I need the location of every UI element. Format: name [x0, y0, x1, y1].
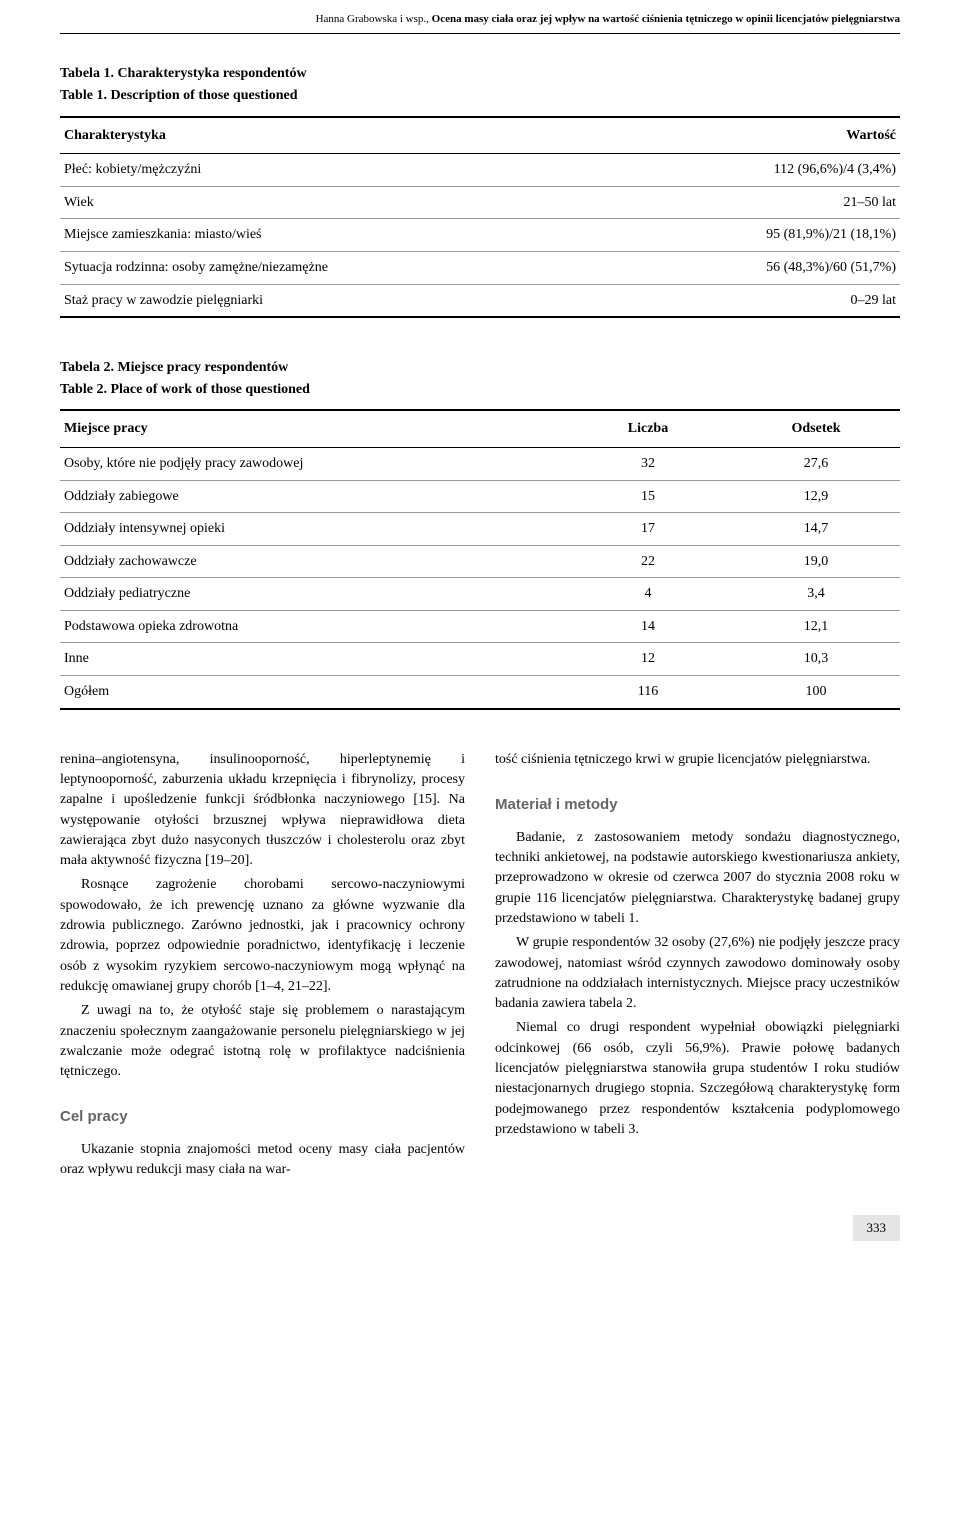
paragraph: renina–angiotensyna, insulinooporność, h…	[60, 750, 465, 872]
cell-pct: 3,4	[732, 578, 900, 611]
cell-n: 15	[564, 480, 732, 513]
cell-pct: 19,0	[732, 545, 900, 578]
table-1-col1: Charakterystyka	[60, 117, 617, 154]
running-header: Hanna Grabowska i wsp., Ocena masy ciała…	[60, 0, 900, 34]
paragraph: Ukazanie stopnia znajomości metod oceny …	[60, 1140, 465, 1181]
cell-label: Oddziały pediatryczne	[60, 578, 564, 611]
cell-label: Miejsce zamieszkania: miasto/wieś	[60, 219, 617, 252]
cell-label: Ogółem	[60, 676, 564, 709]
cell-n: 17	[564, 513, 732, 546]
table-1-caption-en: Table 1. Description of those questioned	[60, 86, 900, 106]
cell-n: 12	[564, 643, 732, 676]
table-1-caption-pl: Tabela 1. Charakterystyka respondentów	[60, 64, 900, 84]
table-2-block: Tabela 2. Miejsce pracy respondentów Tab…	[60, 358, 900, 710]
cell-value: 56 (48,3%)/60 (51,7%)	[617, 251, 900, 284]
table-row: Oddziały zabiegowe 15 12,9	[60, 480, 900, 513]
cell-label: Oddziały intensywnej opieki	[60, 513, 564, 546]
cell-label: Staż pracy w zawodzie pielęgniarki	[60, 284, 617, 317]
cell-n: 14	[564, 610, 732, 643]
cell-value: 0–29 lat	[617, 284, 900, 317]
cell-pct: 12,9	[732, 480, 900, 513]
paragraph: Badanie, z zastosowaniem metody sondażu …	[495, 828, 900, 929]
table-2-caption-en: Table 2. Place of work of those question…	[60, 380, 900, 400]
table-1: Charakterystyka Wartość Płeć: kobiety/mę…	[60, 116, 900, 319]
right-column: tość ciśnienia tętniczego krwi w grupie …	[495, 750, 900, 1185]
section-heading-material: Materiał i metody	[495, 794, 900, 816]
section-heading-cel: Cel pracy	[60, 1106, 465, 1128]
table-row: Oddziały intensywnej opieki 17 14,7	[60, 513, 900, 546]
table-2-col1: Miejsce pracy	[60, 410, 564, 447]
cell-label: Płeć: kobiety/mężczyźni	[60, 154, 617, 187]
table-2-col2: Liczba	[564, 410, 732, 447]
paragraph: Z uwagi na to, że otyłość staje się prob…	[60, 1001, 465, 1082]
table-row: Osoby, które nie podjęły pracy zawodowej…	[60, 447, 900, 480]
cell-label: Inne	[60, 643, 564, 676]
cell-label: Podstawowa opieka zdrowotna	[60, 610, 564, 643]
cell-pct: 14,7	[732, 513, 900, 546]
table-2-caption-pl: Tabela 2. Miejsce pracy respondentów	[60, 358, 900, 378]
table-row: Ogółem 116 100	[60, 676, 900, 709]
header-title: Ocena masy ciała oraz jej wpływ na warto…	[432, 13, 900, 25]
table-row: Sytuacja rodzinna: osoby zamężne/niezamę…	[60, 251, 900, 284]
table-2-col3: Odsetek	[732, 410, 900, 447]
cell-label: Sytuacja rodzinna: osoby zamężne/niezamę…	[60, 251, 617, 284]
paragraph: Niemal co drugi respondent wypełniał obo…	[495, 1018, 900, 1140]
cell-label: Oddziały zachowawcze	[60, 545, 564, 578]
table-row: Miejsce zamieszkania: miasto/wieś 95 (81…	[60, 219, 900, 252]
cell-pct: 10,3	[732, 643, 900, 676]
paragraph: tość ciśnienia tętniczego krwi w grupie …	[495, 750, 900, 770]
table-1-col2: Wartość	[617, 117, 900, 154]
cell-pct: 27,6	[732, 447, 900, 480]
table-row: Oddziały pediatryczne 4 3,4	[60, 578, 900, 611]
paragraph: W grupie respondentów 32 osoby (27,6%) n…	[495, 933, 900, 1014]
table-row: Oddziały zachowawcze 22 19,0	[60, 545, 900, 578]
paragraph: Rosnące zagrożenie chorobami sercowo-nac…	[60, 875, 465, 997]
cell-label: Wiek	[60, 186, 617, 219]
cell-pct: 12,1	[732, 610, 900, 643]
body-columns: renina–angiotensyna, insulinooporność, h…	[60, 750, 900, 1185]
cell-pct: 100	[732, 676, 900, 709]
table-row: Płeć: kobiety/mężczyźni 112 (96,6%)/4 (3…	[60, 154, 900, 187]
table-row: Staż pracy w zawodzie pielęgniarki 0–29 …	[60, 284, 900, 317]
table-row: Inne 12 10,3	[60, 643, 900, 676]
page-number: 333	[853, 1215, 901, 1241]
cell-value: 21–50 lat	[617, 186, 900, 219]
table-row: Wiek 21–50 lat	[60, 186, 900, 219]
cell-n: 4	[564, 578, 732, 611]
cell-n: 22	[564, 545, 732, 578]
cell-n: 116	[564, 676, 732, 709]
table-1-block: Tabela 1. Charakterystyka respondentów T…	[60, 64, 900, 318]
header-author: Hanna Grabowska i wsp.,	[316, 13, 432, 25]
cell-label: Oddziały zabiegowe	[60, 480, 564, 513]
table-2: Miejsce pracy Liczba Odsetek Osoby, któr…	[60, 409, 900, 709]
left-column: renina–angiotensyna, insulinooporność, h…	[60, 750, 465, 1185]
cell-value: 112 (96,6%)/4 (3,4%)	[617, 154, 900, 187]
table-row: Podstawowa opieka zdrowotna 14 12,1	[60, 610, 900, 643]
cell-label: Osoby, które nie podjęły pracy zawodowej	[60, 447, 564, 480]
cell-n: 32	[564, 447, 732, 480]
cell-value: 95 (81,9%)/21 (18,1%)	[617, 219, 900, 252]
